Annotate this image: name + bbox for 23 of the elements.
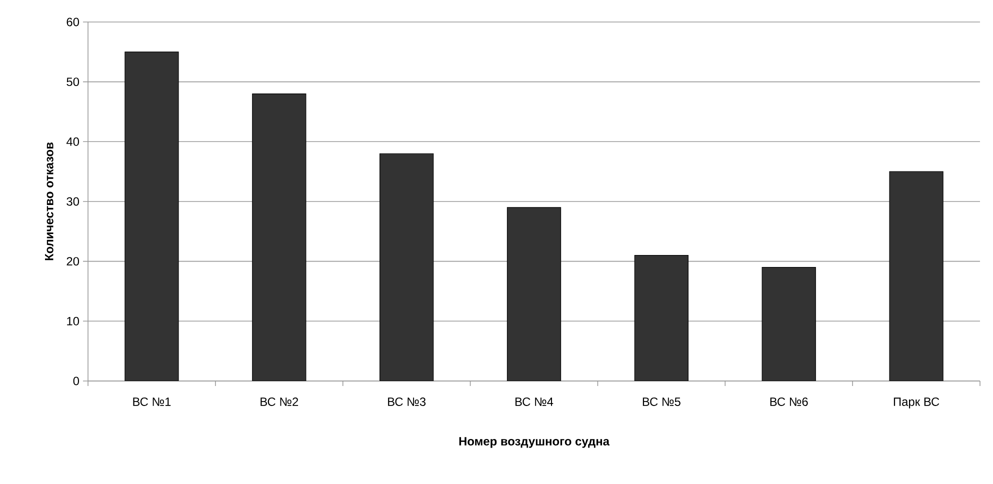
x-tick-label: Парк ВС (894, 398, 940, 408)
x-tick-label: ВС №2 (260, 398, 298, 406)
bar (124, 52, 179, 381)
y-tick-label: 60 (66, 18, 80, 26)
y-tick-label: 50 (66, 78, 80, 86)
y-tick-label: 10 (67, 316, 80, 326)
y-tick-label: 20 (66, 257, 80, 266)
bar (634, 255, 688, 381)
y-tick-label: 40 (66, 137, 80, 146)
x-tick-label: ВС №6 (770, 398, 808, 406)
x-tick-label: ВС №3 (388, 398, 426, 406)
x-axis-title: Номер воздушного судна (459, 437, 610, 448)
x-tick-label: ВС №4 (515, 398, 554, 406)
bar (380, 153, 434, 381)
y-axis-title: Количество отказов (45, 142, 54, 260)
y-tick-label: 0 (73, 376, 80, 386)
x-tick-label: ВС №1 (133, 398, 171, 406)
y-tick-label: 30 (66, 197, 80, 206)
bar (889, 171, 944, 381)
bar (762, 267, 816, 381)
bar (252, 93, 306, 381)
x-tick-label: ВС №5 (642, 398, 680, 406)
bar (506, 207, 562, 381)
